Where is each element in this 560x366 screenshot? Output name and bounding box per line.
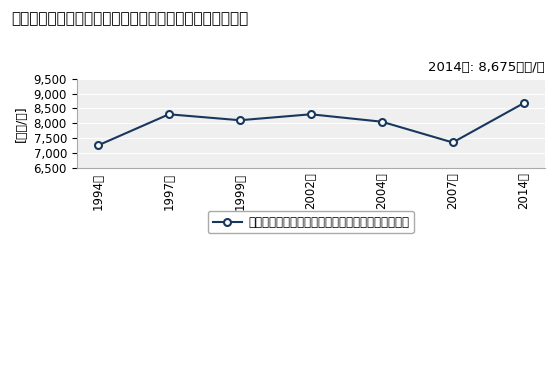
飲食料品卸売業の従業者一人当たり年間商品販売額 [449, 140, 456, 145]
飲食料品卸売業の従業者一人当たり年間商品販売額 [166, 112, 172, 116]
Y-axis label: [万円/人]: [万円/人] [15, 105, 28, 142]
Legend: 飲食料品卸売業の従業者一人当たり年間商品販売額: 飲食料品卸売業の従業者一人当たり年間商品販売額 [208, 211, 414, 234]
飲食料品卸売業の従業者一人当たり年間商品販売額 [520, 101, 527, 105]
飲食料品卸売業の従業者一人当たり年間商品販売額 [379, 120, 385, 124]
飲食料品卸売業の従業者一人当たり年間商品販売額 [236, 118, 243, 122]
飲食料品卸売業の従業者一人当たり年間商品販売額 [307, 112, 314, 116]
Text: 2014年: 8,675万円/人: 2014年: 8,675万円/人 [428, 61, 545, 74]
Text: 飲食料品卸売業の従業者一人当たり年間商品販売額の推移: 飲食料品卸売業の従業者一人当たり年間商品販売額の推移 [11, 11, 249, 26]
飲食料品卸売業の従業者一人当たり年間商品販売額 [95, 143, 101, 147]
Line: 飲食料品卸売業の従業者一人当たり年間商品販売額: 飲食料品卸売業の従業者一人当たり年間商品販売額 [95, 100, 527, 149]
